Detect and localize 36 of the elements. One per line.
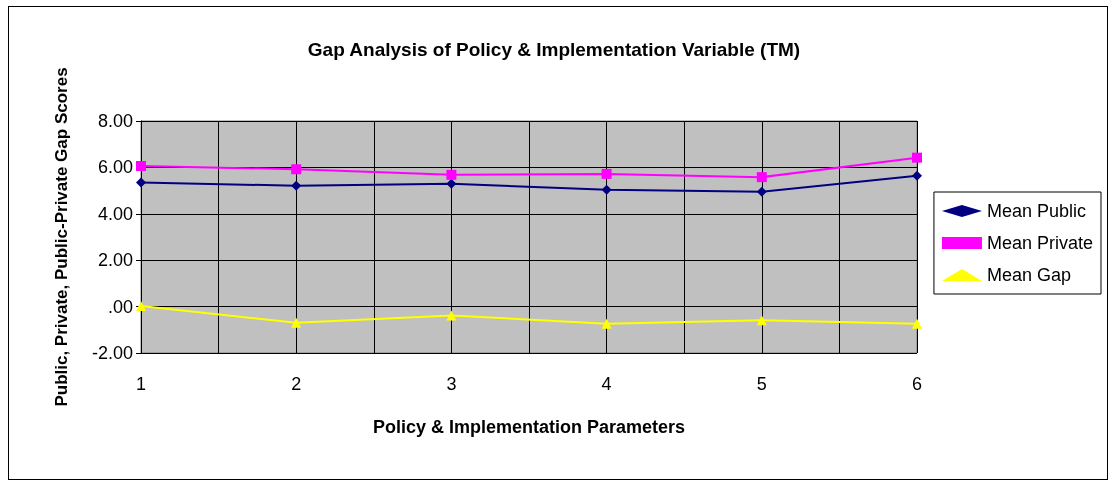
x-tick-label: 2 [291,374,302,394]
y-tick-label: -2.00 [91,343,133,363]
point [756,186,767,197]
point [756,315,767,326]
x-tick-label: 5 [756,374,767,394]
point [756,172,767,183]
point [136,177,146,188]
y-tick-label: 2.00 [97,250,133,271]
point [291,317,302,328]
point [601,184,612,195]
chart-title: Gap Analysis of Policy & Implementation Variable (TM) [307,39,801,60]
point [912,318,922,329]
x-axis-title: Policy & Implementation Parameters [372,417,686,437]
y-tick-label: 4.00 [97,203,133,224]
point [136,161,146,172]
legend-label: Mean Private [986,233,1094,253]
point [446,178,457,189]
legend-label: Mean Gap [986,265,1072,285]
point [446,169,457,180]
point [601,168,612,179]
point [912,170,922,181]
point [291,180,302,191]
point [136,300,146,311]
legend-label: Mean Public [986,201,1087,221]
y-tick-label: 8.00 [97,111,133,131]
point [446,310,457,321]
y-tick-label: 6.00 [97,157,133,178]
x-tick-label: 6 [911,374,923,394]
point [912,152,922,163]
y-tick-label: .00 [107,296,133,317]
point [291,164,302,175]
x-tick-label: 3 [446,374,457,394]
point [601,318,612,329]
x-tick-label: 1 [135,374,147,394]
x-tick-label: 4 [601,374,612,394]
y-axis-title: Public, Private, Public-Private Gap Scores [51,67,71,407]
